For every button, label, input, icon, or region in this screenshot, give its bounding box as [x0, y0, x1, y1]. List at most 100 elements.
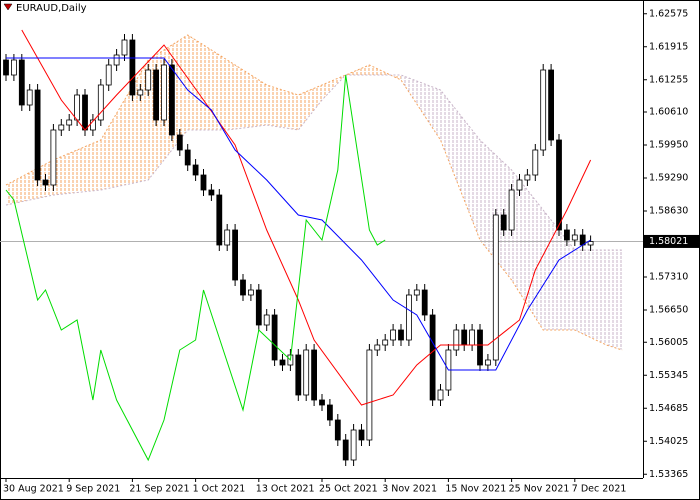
candle-body — [484, 359, 491, 366]
candle-body — [263, 314, 270, 326]
candle-body — [137, 89, 144, 96]
x-tick-label: 9 Sep 2021 — [66, 484, 120, 495]
y-tick-label: 1.59290 — [649, 173, 688, 184]
candle-body — [461, 329, 468, 346]
cloud-fill — [322, 75, 346, 100]
candle-body — [279, 359, 286, 366]
candle-body — [358, 429, 365, 441]
candle-body — [176, 134, 183, 151]
candle-body — [548, 69, 554, 141]
candle-body — [413, 289, 420, 296]
candle-body — [82, 94, 88, 131]
cloud-fill — [511, 170, 544, 330]
candle-body — [42, 179, 49, 186]
y-tick-label: 1.62575 — [649, 8, 688, 19]
candle-body — [564, 229, 570, 241]
x-tick-label: 7 Dec 2021 — [572, 484, 627, 495]
cloud-fill — [401, 75, 441, 140]
indicator-line — [21, 29, 592, 406]
candle-body — [58, 124, 65, 131]
y-tick-label: 1.55345 — [649, 370, 688, 381]
candle-body — [516, 179, 523, 191]
cloud-fill — [298, 85, 322, 130]
candle-body — [556, 139, 562, 231]
x-tick-label: 21 Sep 2021 — [129, 484, 189, 495]
senkou-span-a — [5, 34, 623, 351]
y-tick-label: 1.58630 — [649, 206, 688, 217]
y-tick-label: 1.54025 — [649, 436, 688, 447]
candle-body — [97, 84, 104, 121]
candle-body — [121, 39, 128, 56]
x-tick-label: 25 Oct 2021 — [319, 484, 378, 495]
y-tick-label: 1.56650 — [649, 305, 688, 316]
candle-body — [105, 64, 112, 86]
y-tick-label: 1.57310 — [649, 272, 688, 283]
plot-area — [0, 29, 643, 466]
y-tick-label: 1.59950 — [649, 140, 688, 151]
candle-body — [382, 339, 389, 346]
candle-body — [26, 89, 33, 106]
candle-body — [247, 289, 254, 296]
candle-body — [469, 329, 476, 346]
cloud-fill — [345, 65, 370, 75]
candle-body — [326, 404, 333, 421]
current-price-box — [643, 234, 699, 248]
candle-body — [10, 59, 17, 76]
candle-body — [224, 229, 231, 246]
chart-menu-icon[interactable] — [3, 3, 13, 11]
candle-body — [390, 329, 397, 341]
candle-body — [571, 234, 578, 241]
candle-body — [161, 64, 167, 121]
candle-body — [184, 149, 191, 166]
y-tick-label: 1.61255 — [649, 74, 688, 85]
x-tick-label: 1 Oct 2021 — [193, 484, 246, 495]
candle-body — [208, 189, 215, 196]
candle-body — [350, 429, 357, 461]
candle-body — [145, 69, 152, 91]
candle-body — [540, 69, 547, 151]
candle-body — [334, 419, 341, 441]
candle-body — [66, 119, 73, 126]
cloud-fill — [53, 140, 101, 195]
candle-body — [429, 314, 436, 401]
candle-body — [200, 174, 207, 191]
candle-body — [74, 94, 80, 121]
current-price-label: 1.58021 — [649, 236, 688, 247]
y-tick-label: 1.60610 — [649, 107, 688, 118]
candle-body — [405, 294, 412, 341]
candle-body — [492, 214, 499, 361]
candle-body — [319, 399, 325, 406]
y-tick-label: 1.53365 — [649, 469, 688, 480]
x-tick-label: 30 Aug 2021 — [3, 484, 64, 495]
candle-body — [398, 329, 404, 341]
y-tick-label: 1.54685 — [649, 403, 688, 414]
cloud-fill — [100, 60, 149, 190]
y-tick-label: 1.61915 — [649, 41, 688, 52]
x-tick-label: 25 Nov 2021 — [509, 484, 570, 495]
candle-body — [129, 39, 136, 96]
y-tick-label: 1.56005 — [649, 337, 688, 348]
x-tick-label: 3 Nov 2021 — [382, 484, 437, 495]
candle-body — [500, 214, 507, 231]
cloud-fill — [187, 35, 228, 130]
candle-body — [453, 329, 460, 351]
candle-body — [153, 69, 160, 121]
candle-body — [421, 289, 428, 316]
chart-title: EURAUD,Daily — [16, 3, 87, 14]
candle-body — [508, 189, 515, 231]
cloud-fill — [606, 250, 623, 350]
candle-body — [366, 349, 373, 441]
candle-body — [3, 59, 9, 76]
candle-body — [18, 59, 25, 106]
candle-body — [587, 241, 594, 246]
candle-body — [295, 354, 302, 396]
candle-body — [168, 64, 175, 136]
candle-body — [240, 279, 246, 296]
candle-body — [192, 164, 199, 176]
candle-body — [303, 349, 310, 396]
candle-body — [311, 349, 318, 401]
cloud-fill — [227, 60, 267, 130]
x-tick-label: 13 Oct 2021 — [256, 484, 315, 495]
candle-body — [90, 119, 96, 131]
cloud-fill — [266, 85, 299, 130]
